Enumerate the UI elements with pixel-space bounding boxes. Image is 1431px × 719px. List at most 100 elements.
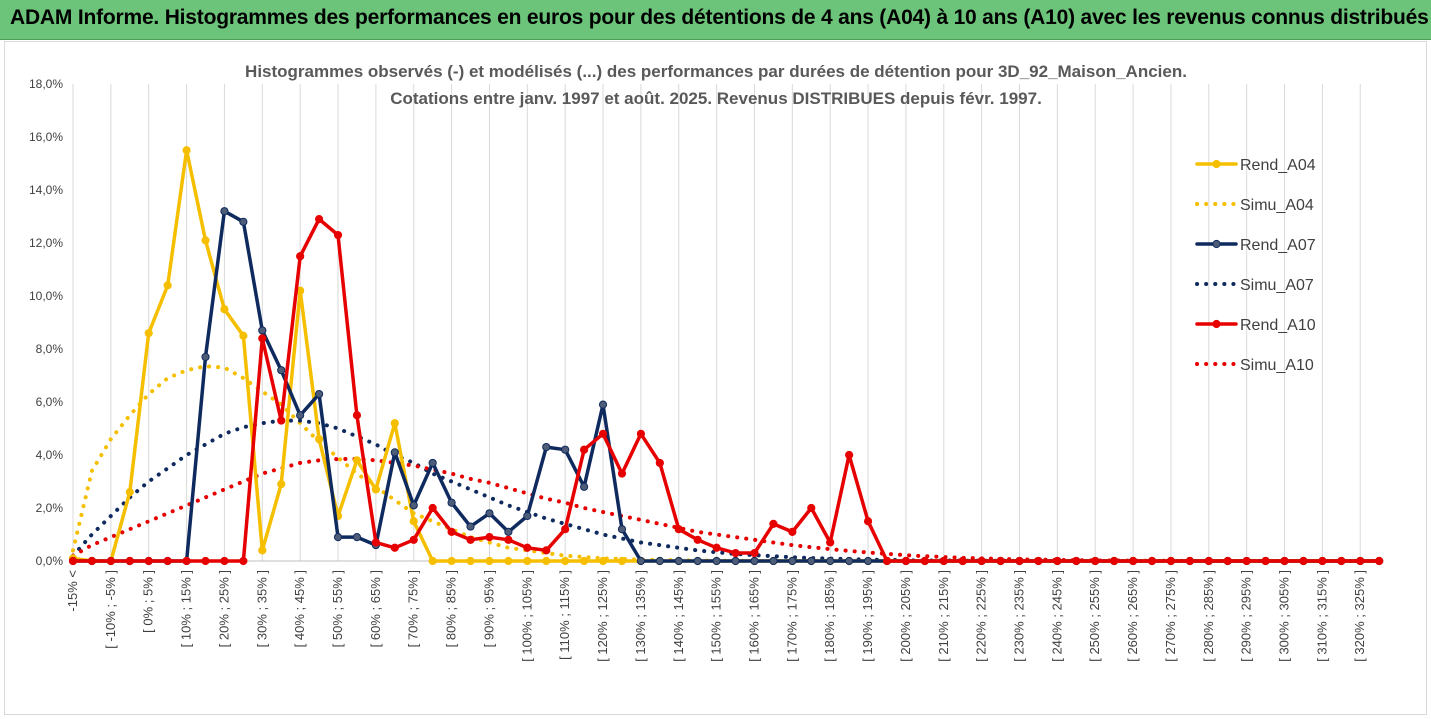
x-tick-label: [ 130% ; 135% ] (633, 570, 648, 662)
data-point-rend_a07 (598, 400, 608, 409)
data-point-rend_a10 (504, 535, 513, 544)
data-point-rend_a07 (504, 527, 513, 536)
x-tick-label: [ 60% ; 65% ] (368, 570, 383, 647)
data-point-rend_a07 (845, 556, 854, 566)
chart-title-line: Cotations entre janv. 1997 et août. 2025… (390, 89, 1042, 108)
x-tick-label: [ 40% ; 45% ] (292, 570, 307, 647)
x-tick-label: [ 270% ; 275% ] (1163, 570, 1178, 662)
data-point-rend_a10 (277, 416, 286, 425)
x-tick-label: [ 50% ; 55% ] (330, 570, 345, 647)
series-line-rend_a10 (71, 217, 1381, 563)
x-tick-label: [ 100% ; 105% ] (519, 570, 534, 662)
data-point-rend_a07 (769, 556, 778, 566)
x-tick-label: [ 0% ; 5% ] (141, 570, 156, 633)
data-point-rend_a10 (1110, 556, 1119, 566)
data-point-rend_a10 (182, 556, 191, 566)
data-point-rend_a10 (561, 525, 570, 534)
data-point-rend_a10 (296, 252, 305, 261)
x-tick-label: [ 320% ; 325% ] (1352, 570, 1367, 662)
data-point-rend_a04 (144, 329, 153, 338)
data-point-rend_a10 (882, 556, 892, 566)
legend-marker (1212, 239, 1221, 249)
data-point-rend_a07 (314, 389, 324, 399)
data-point-rend_a04 (617, 556, 627, 566)
data-point-rend_a10 (1166, 556, 1176, 566)
y-tick-label: 10,0% (29, 289, 63, 303)
data-point-rend_a10 (1204, 556, 1213, 566)
data-point-rend_a10 (409, 535, 418, 544)
x-tick-label: [ 220% ; 225% ] (974, 570, 989, 662)
legend-label: Simu_A07 (1240, 277, 1314, 294)
data-point-rend_a07 (428, 458, 437, 468)
legend-label: Rend_A07 (1240, 237, 1316, 254)
x-tick-label: [ 170% ; 175% ] (784, 570, 799, 662)
data-point-rend_a10 (428, 503, 437, 513)
data-point-rend_a07 (542, 442, 551, 452)
data-point-rend_a10 (201, 556, 210, 566)
x-tick-label: [ 70% ; 75% ] (406, 570, 421, 647)
data-point-rend_a10 (1147, 556, 1157, 566)
data-point-rend_a04 (352, 456, 362, 465)
y-tick-label: 4,0% (36, 448, 64, 462)
data-point-rend_a04 (371, 485, 380, 494)
x-tick-label: [ 120% ; 125% ] (595, 570, 610, 662)
data-point-rend_a10 (1242, 556, 1251, 566)
data-point-rend_a10 (1299, 556, 1308, 566)
report-title: ADAM Informe. Histogrammes des performan… (10, 6, 1429, 29)
data-point-rend_a10 (655, 458, 664, 468)
data-point-rend_a10 (901, 556, 911, 566)
data-point-rend_a10 (485, 533, 494, 542)
data-point-rend_a07 (863, 556, 873, 566)
x-tick-label: [ 80% ; 85% ] (444, 570, 459, 647)
y-tick-label: 16,0% (29, 130, 63, 144)
y-tick-label: 0,0% (36, 554, 64, 568)
data-point-rend_a04 (504, 556, 513, 566)
x-tick-label: [ 150% ; 155% ] (709, 570, 724, 662)
data-point-rend_a10 (542, 546, 551, 555)
data-point-rend_a07 (674, 556, 683, 566)
data-point-rend_a10 (1072, 556, 1081, 566)
data-point-rend_a10 (788, 527, 797, 536)
data-point-rend_a10 (1034, 556, 1043, 566)
x-tick-label: [ 240% ; 245% ] (1049, 570, 1064, 662)
data-point-rend_a10 (1318, 556, 1327, 566)
data-point-rend_a10 (598, 429, 608, 438)
data-point-rend_a10 (939, 556, 948, 566)
data-point-rend_a07 (655, 556, 664, 566)
data-point-rend_a10 (826, 538, 835, 547)
data-point-rend_a07 (277, 366, 286, 375)
data-point-rend_a10 (220, 556, 229, 566)
series-line-simu_a07 (71, 418, 1382, 563)
data-point-rend_a10 (125, 556, 134, 566)
data-point-rend_a07 (352, 533, 362, 542)
data-point-rend_a04 (258, 546, 267, 555)
data-point-rend_a04 (125, 488, 134, 497)
x-tick-label: [ 250% ; 255% ] (1087, 570, 1102, 662)
data-point-rend_a10 (163, 556, 172, 566)
data-point-rend_a10 (1091, 556, 1100, 566)
x-tick-label: [ 160% ; 165% ] (746, 570, 761, 662)
data-point-rend_a10 (996, 556, 1005, 566)
y-tick-label: 2,0% (36, 501, 64, 515)
data-point-rend_a10 (750, 548, 759, 558)
data-point-rend_a04 (220, 305, 229, 314)
series-line-simu_a10 (71, 457, 1382, 563)
y-tick-label: 14,0% (29, 183, 63, 197)
x-tick-label: [ 280% ; 285% ] (1201, 570, 1216, 662)
data-point-rend_a07 (220, 207, 229, 216)
legend-marker (1212, 319, 1221, 329)
data-point-rend_a04 (485, 556, 494, 566)
x-tick-label: [ 20% ; 25% ] (216, 570, 231, 647)
x-tick-label: [ 200% ; 205% ] (898, 570, 913, 662)
data-point-rend_a07 (693, 556, 702, 566)
data-point-rend_a07 (296, 411, 305, 420)
x-tick-label: [ 300% ; 305% ] (1277, 570, 1292, 662)
data-point-rend_a10 (807, 503, 816, 513)
data-point-rend_a10 (712, 543, 721, 552)
x-tick-label: -15% < (65, 570, 80, 612)
x-tick-label: [ 310% ; 315% ] (1314, 570, 1329, 662)
legend-marker (1212, 159, 1221, 169)
data-point-rend_a04 (201, 236, 210, 245)
data-point-rend_a10 (1223, 556, 1232, 566)
